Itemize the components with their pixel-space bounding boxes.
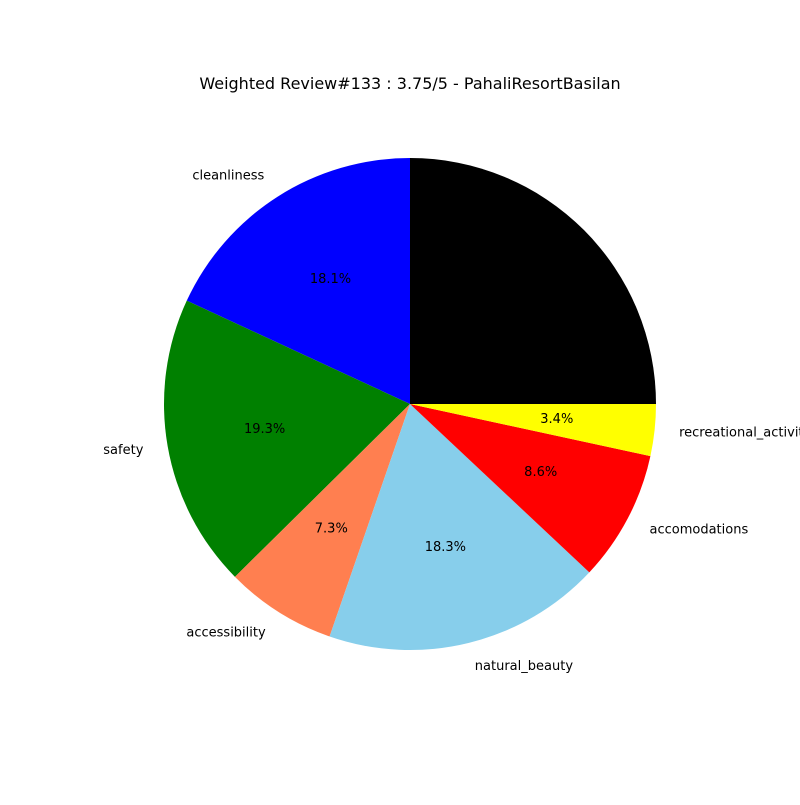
pie-slice-natural_beauty [329, 404, 590, 651]
pie-slices [164, 158, 656, 651]
chart-title: Weighted Review#133 : 3.75/5 - PahaliRes… [199, 74, 620, 93]
category-label-accomodations: accomodations [650, 522, 749, 537]
pie-slice-accessibility [234, 404, 410, 637]
pie-slice-safety [164, 300, 410, 577]
pct-label-accomodations: 8.6% [524, 465, 557, 480]
pct-label-safety: 19.3% [244, 422, 285, 437]
category-label-natural_beauty: natural_beauty [475, 659, 574, 674]
pie-slice-accomodations [410, 404, 651, 573]
category-label-recreational_activities: recreational_activities [679, 425, 800, 440]
pie-slice-recreational_activities [410, 404, 656, 457]
pie-slice-cleanliness [186, 158, 410, 404]
category-label-cleanliness: cleanliness [192, 169, 264, 184]
pct-label-natural_beauty: 18.3% [425, 540, 466, 555]
category-label-accessibility: accessibility [186, 625, 266, 640]
category-label-safety: safety [103, 443, 143, 458]
pie-labels: 18.1% cleanliness 19.3% safety 7.3% accessibi… [103, 169, 800, 675]
pct-label-cleanliness: 18.1% [310, 272, 351, 287]
pie-slice-unlabeled [410, 158, 656, 404]
pct-label-recreational_activities: 3.4% [540, 412, 573, 427]
pct-label-accessibility: 7.3% [315, 521, 348, 536]
